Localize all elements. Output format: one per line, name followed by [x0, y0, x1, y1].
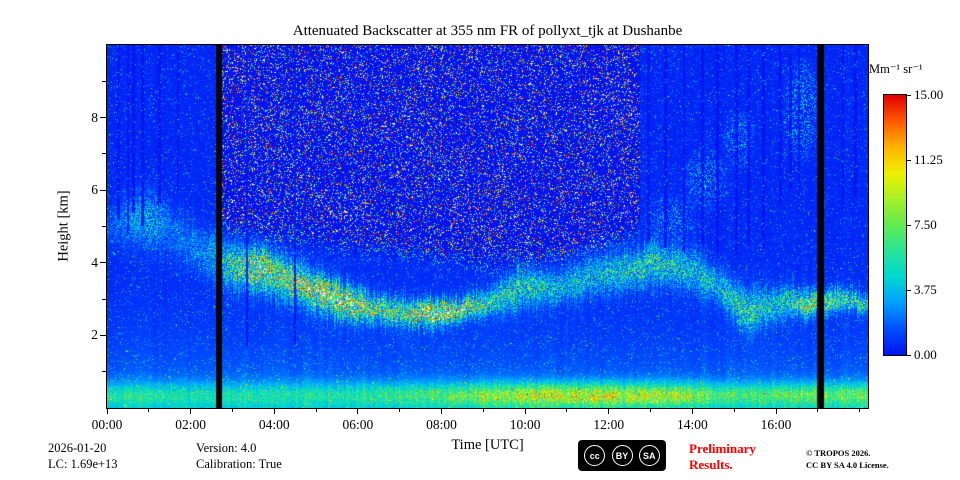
copyright-block: © TROPOS 2026. CC BY SA 4.0 License.	[806, 447, 889, 471]
calibration-label: Calibration: True	[196, 457, 282, 471]
y-axis-label: Height [km]	[55, 190, 72, 262]
footer-version-block: Version: 4.0 Calibration: True	[196, 440, 282, 472]
license-label: CC BY SA 4.0 License.	[806, 460, 889, 470]
lidar-constant: LC: 1.69e+13	[48, 457, 118, 471]
cc-icon: cc	[584, 445, 606, 466]
y-minor-tick	[102, 226, 106, 227]
colorbar-tick	[907, 224, 911, 226]
y-major-tick	[100, 334, 106, 336]
version-label: Version: 4.0	[196, 441, 257, 455]
x-major-tick	[691, 409, 693, 414]
y-tick-label: 2	[91, 327, 98, 343]
x-major-tick	[441, 409, 442, 414]
x-tick-label: 16:00	[760, 417, 792, 432]
x-tick-label: 02:00	[175, 417, 206, 432]
x-tick-label: 06:00	[342, 417, 374, 432]
x-minor-tick	[859, 409, 861, 412]
colorbar-tick-label: 7.50	[914, 217, 937, 232]
y-major-tick	[100, 117, 106, 119]
colorbar-tick	[907, 289, 911, 291]
colorbar-tick	[907, 354, 911, 356]
preliminary-line1: Preliminary	[689, 441, 756, 456]
x-minor-tick	[231, 409, 233, 412]
x-minor-tick	[733, 409, 735, 412]
chart-title: Attenuated Backscatter at 355 nm FR of p…	[292, 23, 683, 39]
x-tick-label: 10:00	[509, 417, 541, 432]
x-major-tick	[524, 409, 526, 414]
x-major-tick	[775, 409, 777, 414]
x-tick-label: 00:00	[91, 417, 123, 432]
y-minor-tick	[102, 153, 106, 155]
colorbar-tick-label: 3.75	[914, 282, 937, 297]
y-minor-tick	[102, 371, 106, 373]
x-minor-tick	[399, 409, 401, 412]
backscatter-heatmap	[107, 45, 868, 408]
x-major-tick	[357, 409, 359, 414]
sa-icon: SA	[638, 445, 660, 466]
y-major-tick	[100, 189, 106, 191]
preliminary-line2: Results.	[689, 457, 733, 472]
x-tick-label: 14:00	[676, 417, 708, 432]
x-major-tick	[190, 409, 192, 414]
colorbar-tick	[907, 159, 911, 161]
y-minor-tick	[102, 298, 106, 300]
colorbar-tick-label: 11.25	[914, 152, 943, 167]
x-minor-tick	[148, 409, 150, 412]
preliminary-results-note: Preliminary Results.	[689, 441, 756, 473]
x-minor-tick	[817, 409, 819, 412]
y-minor-tick	[102, 80, 106, 82]
x-axis-label: Time [UTC]	[451, 437, 524, 453]
colorbar	[884, 95, 906, 355]
x-tick-label: 04:00	[258, 417, 290, 432]
colorbar-tick-label: 15.00	[914, 87, 944, 102]
x-minor-tick	[482, 409, 484, 412]
measurement-date: 2026-01-20	[48, 441, 107, 455]
x-tick-label: 08:00	[426, 417, 457, 432]
x-major-tick	[608, 409, 610, 414]
y-tick-label: 8	[91, 109, 98, 125]
footer-date-block: 2026-01-20 LC: 1.69e+13	[48, 440, 118, 472]
colorbar-tick-label: 0.00	[914, 347, 937, 362]
x-minor-tick	[566, 409, 568, 412]
x-tick-label: 12:00	[593, 417, 625, 432]
copyright-label: © TROPOS 2026.	[806, 448, 871, 458]
x-minor-tick	[650, 409, 652, 412]
by-icon: BY	[611, 445, 633, 466]
x-major-tick	[273, 409, 275, 414]
x-major-tick	[106, 409, 108, 414]
y-major-tick	[100, 262, 106, 264]
x-minor-tick	[315, 409, 317, 412]
colorbar-tick	[907, 94, 911, 96]
colorbar-unit-label: Mm⁻¹ sr⁻¹	[869, 62, 923, 76]
cc-license-badge: cc BY SA	[578, 440, 666, 471]
